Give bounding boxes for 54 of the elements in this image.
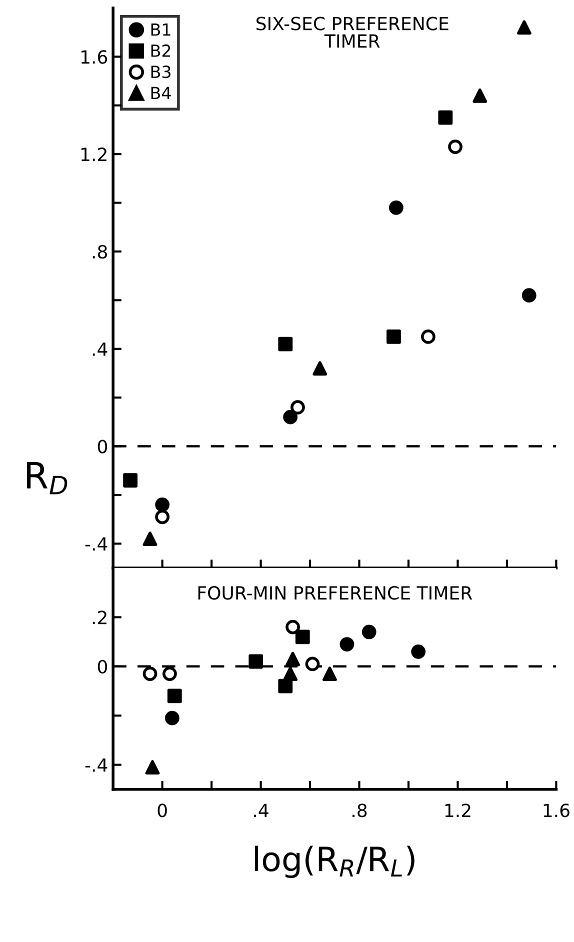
point — [164, 710, 180, 726]
text: SIX-SEC PREFERENCE TIMER — [256, 16, 448, 48]
y-tick-label: .2 — [92, 610, 106, 624]
point — [305, 656, 320, 672]
y-tick-label: 0 — [98, 440, 108, 454]
x-axis-title: log(R$_{R}$/R$_{L}$) — [254, 846, 414, 878]
y-tick-label: -.4 — [85, 537, 108, 551]
x-tick-label: 1.2 — [445, 804, 470, 818]
point — [448, 140, 462, 154]
point — [123, 473, 138, 488]
point — [362, 624, 376, 640]
point — [411, 644, 426, 659]
point — [386, 330, 401, 344]
point — [312, 361, 328, 376]
point — [167, 688, 182, 704]
x-tick-label: .4 — [254, 804, 268, 818]
point — [283, 410, 298, 424]
y-tick-label: -.4 — [85, 758, 108, 772]
legend-label: B4 — [151, 86, 171, 100]
point — [522, 288, 536, 303]
legend-label: B1 — [151, 24, 170, 36]
point — [155, 498, 170, 512]
point — [286, 620, 300, 634]
point — [248, 654, 264, 669]
y-axis-title: R$_{D}$ — [27, 462, 68, 494]
y-tick-label: 1.6 — [81, 50, 108, 64]
legend-label: B3 — [151, 66, 170, 78]
point — [142, 532, 158, 546]
point — [472, 88, 488, 103]
point — [438, 110, 453, 125]
point — [290, 400, 305, 415]
point — [278, 678, 293, 694]
point — [278, 336, 293, 352]
x-tick-label: 0 — [158, 804, 167, 818]
point — [322, 666, 337, 681]
point — [142, 666, 158, 681]
y-tick-label: .4 — [92, 342, 108, 356]
text: FOUR-MIN PREFERENCE TIMER — [198, 586, 472, 600]
point — [420, 330, 436, 344]
legend-label: B2 — [151, 44, 170, 57]
point — [295, 630, 310, 644]
point — [155, 510, 170, 524]
y-tick-label: 0 — [98, 660, 108, 674]
point — [388, 200, 404, 215]
point — [283, 666, 298, 681]
point — [340, 637, 354, 652]
point — [145, 760, 160, 774]
x-tick-label: .8 — [352, 804, 367, 818]
point — [517, 20, 532, 35]
y-tick-label: .8 — [92, 244, 107, 259]
x-tick-label: 1.6 — [544, 804, 570, 818]
y-tick-label: 1.2 — [81, 148, 106, 161]
point — [162, 666, 177, 681]
point — [286, 652, 300, 666]
